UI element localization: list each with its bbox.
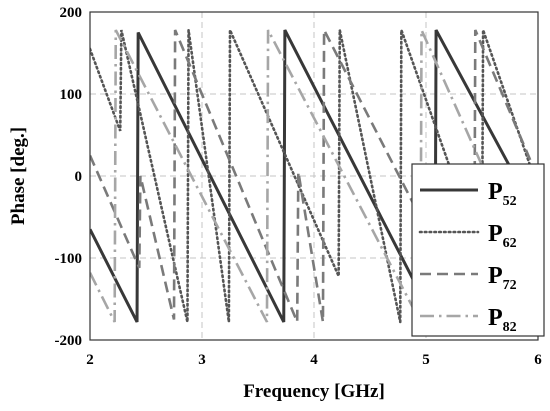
x-tick-labels: 2 3 4 5 6	[86, 352, 542, 368]
legend-label-p82: P82	[488, 305, 517, 335]
y-tick-label: -200	[55, 333, 83, 349]
legend-label-p72: P72	[488, 263, 517, 293]
series-line-p82	[90, 29, 538, 323]
x-tick-label: 2	[86, 352, 94, 368]
x-tick-label: 3	[198, 352, 206, 368]
legend-label-p62: P62	[488, 221, 517, 251]
y-tick-label: 100	[60, 87, 83, 103]
y-tick-label: 200	[60, 5, 83, 21]
x-tick-label: 6	[534, 352, 542, 368]
y-tick-label: 0	[75, 169, 83, 185]
y-tick-labels: 200 100 0 -100 -200	[55, 5, 83, 349]
legend-label-p52: P52	[488, 179, 517, 209]
series-line-p52	[90, 29, 538, 323]
x-axis-title: Frequency [GHz]	[243, 381, 385, 402]
x-tick-label: 5	[422, 352, 430, 368]
y-axis-title: Phase [deg.]	[8, 127, 29, 225]
x-tick-label: 4	[310, 352, 318, 368]
legend: P52 P62 P72 P82	[411, 163, 545, 337]
legend-box	[411, 163, 545, 337]
y-tick-label: -100	[55, 251, 83, 267]
